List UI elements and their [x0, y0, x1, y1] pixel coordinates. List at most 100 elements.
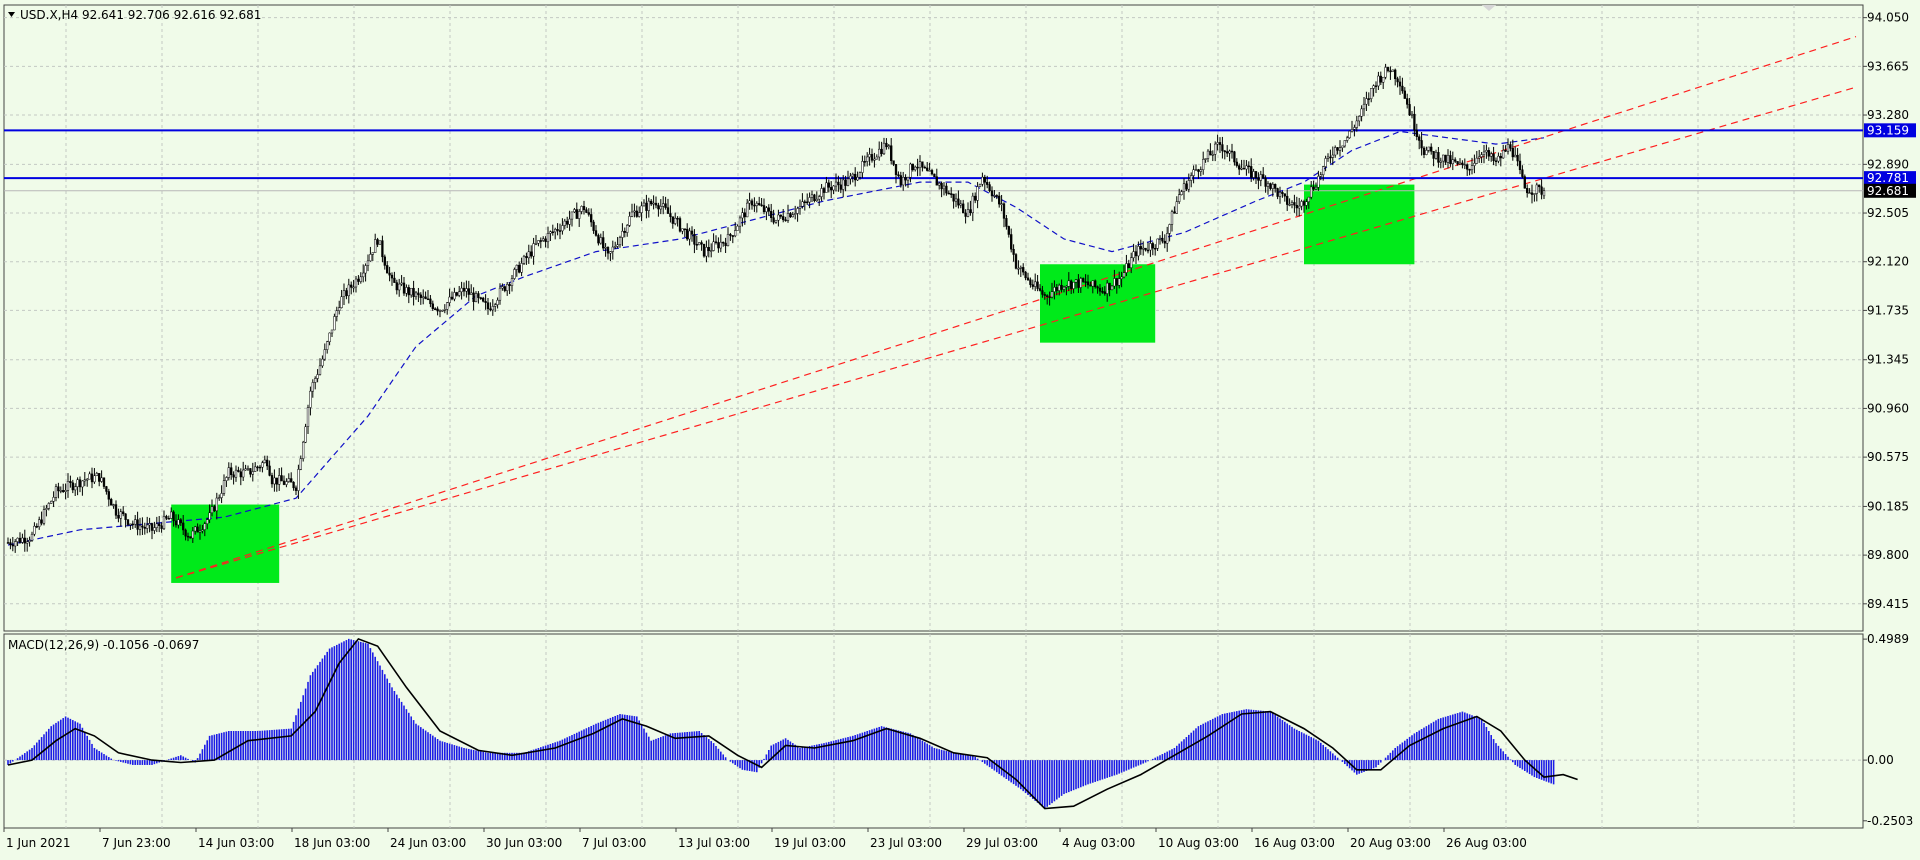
trend-lines[interactable]	[175, 36, 1857, 579]
time-tick-label: 23 Jul 03:00	[870, 836, 942, 850]
horizontal-levels[interactable]	[4, 129, 1863, 192]
macd-tick-label: 0.4989	[1867, 632, 1909, 646]
candle-body	[182, 522, 185, 531]
candle-body	[1487, 150, 1490, 157]
candle-body	[628, 216, 631, 226]
candle-body	[990, 190, 994, 197]
candle-body	[340, 296, 343, 308]
candle-body	[47, 503, 50, 509]
candle-body	[1492, 153, 1495, 161]
candle-body	[998, 195, 1001, 205]
time-tick-label: 16 Aug 03:00	[1254, 836, 1335, 850]
price-tick-label: 93.665	[1867, 59, 1909, 73]
candle-body	[599, 237, 602, 244]
candle-body	[294, 487, 298, 491]
candle-body	[1283, 193, 1286, 197]
candle-body	[882, 142, 886, 155]
candle-body	[14, 541, 17, 547]
candle-body	[1346, 137, 1349, 141]
candle-body	[438, 310, 442, 312]
candle-body	[210, 506, 214, 514]
candle-body	[1449, 155, 1452, 164]
candle-body	[30, 533, 34, 541]
candle-body	[866, 156, 869, 162]
candle-body	[1374, 85, 1378, 87]
candle-body	[1274, 184, 1277, 189]
price-tick-label: 89.415	[1867, 597, 1909, 611]
support-zone[interactable]	[1040, 264, 1156, 343]
candle-body	[1266, 183, 1270, 187]
candle-body	[940, 182, 943, 190]
time-tick-label: 4 Aug 03:00	[1062, 836, 1135, 850]
macd-signal	[7, 637, 1578, 810]
candle-body	[1317, 176, 1320, 188]
macd-pane[interactable]	[3, 633, 1864, 829]
candle-body	[693, 234, 696, 245]
candle-body	[796, 208, 799, 214]
candle-body	[1521, 169, 1524, 177]
candle-body	[916, 166, 919, 169]
candle-body	[1338, 147, 1342, 151]
candle-body	[1046, 295, 1049, 298]
candle-body	[1082, 278, 1085, 282]
candle-body	[1122, 272, 1126, 278]
candle-body	[1077, 279, 1080, 288]
candle-body	[1461, 162, 1464, 165]
price-pane[interactable]	[3, 4, 1864, 632]
candle-body	[1329, 156, 1332, 159]
candle-body	[1228, 150, 1231, 154]
scroll-marker-icon[interactable]	[1482, 5, 1496, 11]
chart-menu-icon[interactable]	[8, 12, 15, 17]
candle-body	[1199, 169, 1202, 172]
candle-body	[436, 308, 439, 312]
candle-body	[131, 523, 134, 526]
candle-body	[16, 537, 19, 542]
candle-body	[71, 482, 74, 491]
support-zone[interactable]	[171, 504, 280, 583]
candle-body	[1218, 142, 1222, 145]
candle-body	[304, 426, 307, 443]
candle-body	[978, 183, 982, 187]
candle-body	[1024, 271, 1027, 279]
candle-body	[446, 302, 449, 310]
candle-body	[957, 198, 960, 206]
candle-body	[198, 530, 202, 533]
candle-body	[172, 511, 175, 522]
candle-body	[810, 194, 814, 198]
candle-body	[772, 217, 775, 223]
price-tick-label: 90.575	[1867, 450, 1909, 464]
candle-body	[1434, 152, 1438, 159]
candle-body	[206, 519, 209, 524]
candle-body	[1415, 129, 1418, 137]
candle-body	[1079, 278, 1082, 288]
candle-body	[1535, 184, 1538, 194]
candle-body	[1106, 282, 1109, 294]
candle-body	[393, 277, 396, 283]
support-zone[interactable]	[1304, 184, 1415, 265]
candle-body	[626, 225, 629, 233]
candle-body	[1065, 286, 1068, 288]
candle-body	[1134, 251, 1138, 257]
candle-body	[314, 378, 317, 383]
trend-line[interactable]	[175, 86, 1857, 579]
candle-body	[117, 515, 120, 519]
candle-body	[1379, 75, 1382, 83]
candle-body	[1406, 98, 1409, 105]
candle-body	[777, 214, 780, 221]
candle-body	[1281, 192, 1284, 194]
candle-body	[1456, 161, 1459, 165]
trend-line[interactable]	[175, 36, 1857, 579]
candle-body	[1506, 144, 1510, 152]
candle-body	[263, 459, 266, 463]
candle-body	[527, 251, 530, 259]
candle-body	[633, 210, 636, 213]
candle-body	[407, 287, 410, 296]
candle-body	[167, 518, 170, 520]
candle-body	[921, 161, 924, 168]
candle-body	[26, 541, 29, 544]
candle-body	[1264, 177, 1267, 187]
candle-body	[986, 182, 989, 185]
candle-body	[395, 282, 398, 291]
